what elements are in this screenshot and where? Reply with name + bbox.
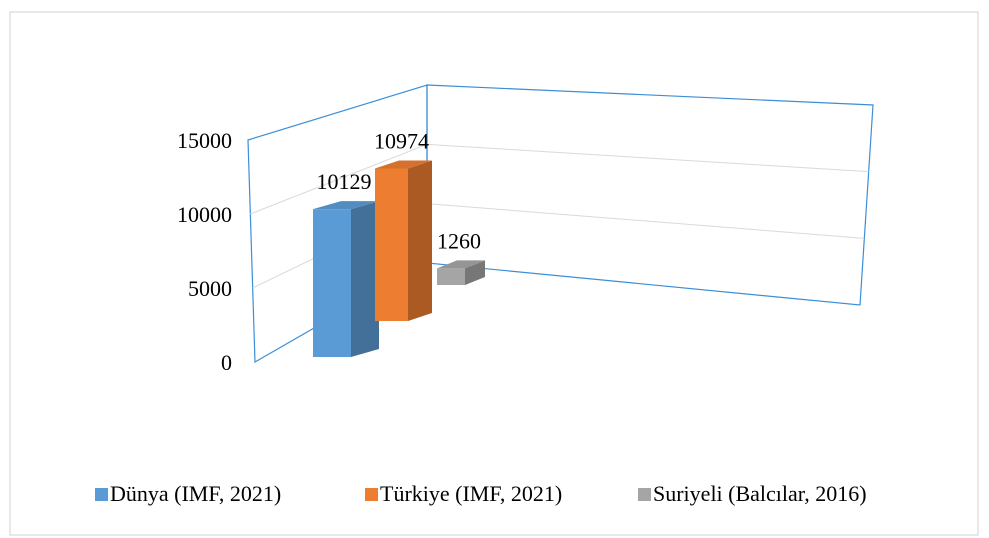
legend-label: Dünya (IMF, 2021)	[110, 481, 281, 506]
y-tick-label: 15000	[177, 128, 232, 153]
bar-top	[375, 160, 432, 169]
data-label: 10129	[317, 169, 372, 194]
bar-top	[313, 201, 379, 210]
bar	[375, 160, 432, 321]
y-tick-label: 0	[221, 350, 232, 375]
chart-frame	[9, 11, 979, 536]
bar-side	[351, 201, 379, 357]
bar-side	[408, 160, 432, 321]
bar-front	[375, 168, 408, 321]
bar-top	[437, 260, 485, 269]
bar	[313, 201, 379, 357]
legend-label: Türkiye (IMF, 2021)	[380, 481, 562, 506]
bar-front	[313, 209, 351, 357]
legend-swatch	[638, 488, 651, 501]
data-label: 10974	[374, 129, 429, 154]
data-label: 1260	[437, 228, 481, 253]
bar-front	[437, 268, 465, 285]
legend-label: Suriyeli (Balcılar, 2016)	[653, 481, 867, 506]
legend-swatch	[365, 488, 378, 501]
legend-swatch	[95, 488, 108, 501]
y-tick-label: 5000	[188, 276, 232, 301]
grid-line	[250, 143, 869, 215]
y-tick-label: 10000	[177, 202, 232, 227]
bar-side	[465, 260, 485, 285]
bar	[437, 260, 485, 285]
